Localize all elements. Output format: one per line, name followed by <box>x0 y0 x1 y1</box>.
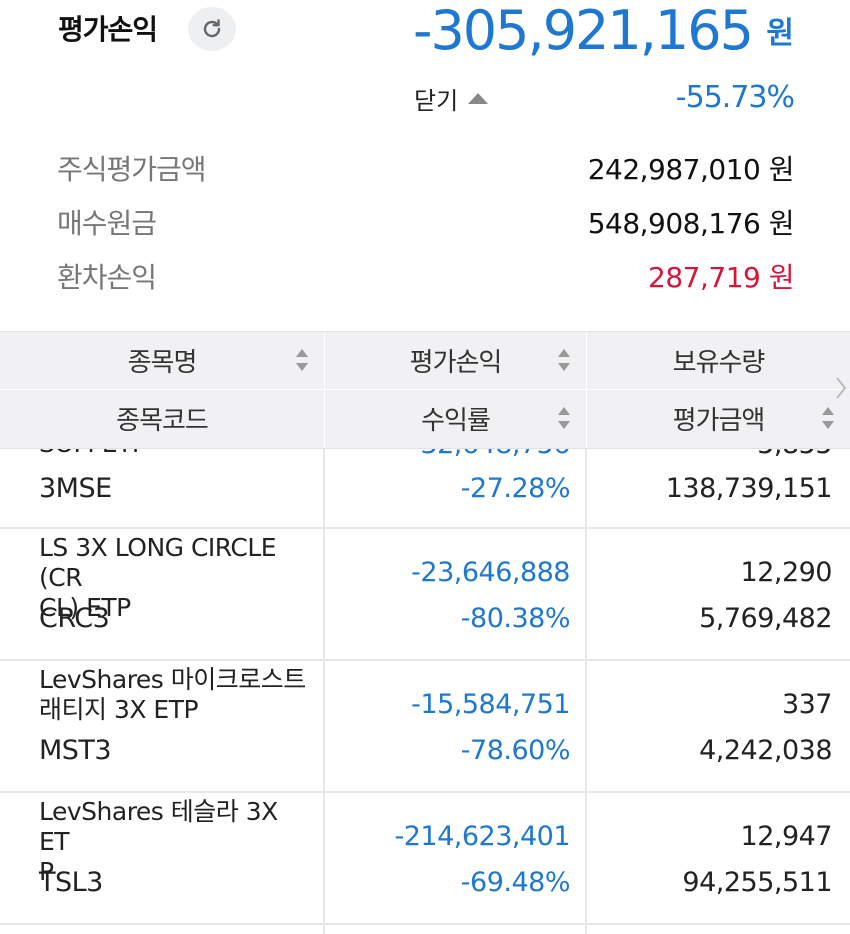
sort-header-name[interactable]: 종목명 <box>0 332 324 388</box>
fx-pl-label: 환차손익 <box>57 261 157 294</box>
stock-eval-value: 242,987,010 원 <box>587 153 795 186</box>
sort-icon <box>558 349 570 371</box>
refresh-button[interactable] <box>188 7 236 51</box>
total-pl-unit: 원 <box>766 16 794 51</box>
header-code: 종목코드 <box>0 390 324 446</box>
fx-pl-value: 287,719 원 <box>648 261 794 294</box>
stock-code: MST3 <box>39 735 112 766</box>
stock-code: 3MSE <box>39 473 112 504</box>
table-row[interactable]: SOFI ETP -32,648,756 5,855 3MSE -27.28% … <box>0 449 850 529</box>
stock-name: SOFI ETP <box>39 449 309 459</box>
table-row[interactable]: LevShares 테슬라 3X ET P -214,623,401 12,94… <box>0 793 850 925</box>
stock-eval-label: 주식평가금액 <box>57 153 207 186</box>
holdings-list[interactable]: SOFI ETP -32,648,756 5,855 3MSE -27.28% … <box>0 449 850 934</box>
header-label: 평가금액 <box>672 405 766 436</box>
sort-icon <box>822 407 834 429</box>
table-row[interactable]: LS 3X LONG CIRCLE (CR CL) ETP -23,646,88… <box>0 529 850 661</box>
stock-rate: -78.60% <box>460 735 571 766</box>
stock-quantity: 337 <box>781 689 833 720</box>
stock-amount: 94,255,511 <box>682 867 832 898</box>
table-row[interactable]: LevShares 마이크로스트 래티지 3X ETP -15,584,751 … <box>0 661 850 793</box>
header-quantity: 보유수량 <box>587 332 850 388</box>
stock-name-line: CL) ETP <box>39 593 131 622</box>
collapse-toggle[interactable]: 닫기 <box>414 82 490 115</box>
stock-name: LevShares 테슬라 3X ET P <box>39 797 309 887</box>
caret-up-icon <box>468 93 489 104</box>
stock-rate: -69.48% <box>460 867 571 898</box>
stock-name: LS 3X LONG CIRCLE (CR CL) ETP <box>39 533 309 623</box>
stock-name-line: LevShares 마이크로스트 <box>39 665 306 694</box>
sort-header-pl[interactable]: 평가손익 <box>325 332 586 388</box>
column-divider <box>585 449 587 934</box>
stock-amount: 138,739,151 <box>665 473 833 504</box>
stock-pl: -15,584,751 <box>411 689 570 720</box>
stock-pl: -32,648,756 <box>411 449 570 461</box>
stock-code: TSL3 <box>39 867 103 898</box>
purchase-principal-label: 매수원금 <box>57 207 157 240</box>
stock-quantity: 12,947 <box>740 821 833 852</box>
stock-pl: -23,646,888 <box>411 557 570 588</box>
stock-code: CRC3 <box>39 603 110 634</box>
header-label: 보유수량 <box>672 347 766 378</box>
collapse-label: 닫기 <box>414 86 459 115</box>
stock-name-line: P <box>39 857 54 886</box>
refresh-icon <box>203 19 221 38</box>
stock-amount: 5,769,482 <box>699 603 832 634</box>
stock-quantity: 5,855 <box>757 449 832 461</box>
stock-name-line: 래티지 3X ETP <box>39 695 199 724</box>
stock-rate: -27.28% <box>460 473 571 504</box>
sort-header-amount[interactable]: 평가금액 <box>587 390 850 446</box>
stock-name: LevShares 마이크로스트 래티지 3X ETP <box>39 665 309 725</box>
sort-header-rate[interactable]: 수익률 <box>325 390 586 446</box>
stock-amount: 4,242,038 <box>699 735 832 766</box>
column-divider <box>323 449 325 934</box>
total-pl-value: -305,921,165 <box>412 0 754 62</box>
total-pl-rate: -55.73% <box>675 80 795 115</box>
header-label: 평가손익 <box>409 347 503 378</box>
header-divider <box>0 389 850 390</box>
page-title: 평가손익 <box>58 13 158 46</box>
table-header: 종목명 평가손익 보유수량 종목코드 수익률 평가금액 <box>0 331 850 449</box>
purchase-principal-value: 548,908,176 원 <box>587 207 795 240</box>
header-label: 종목코드 <box>116 405 209 436</box>
stock-pl: -214,623,401 <box>394 821 570 852</box>
stock-name-line: LevShares 테슬라 3X ET <box>39 797 278 856</box>
header-column-divider <box>324 332 325 448</box>
stock-rate: -80.38% <box>460 603 571 634</box>
stock-name-line: LS 3X LONG CIRCLE (CR <box>39 533 277 592</box>
sort-icon <box>558 407 570 429</box>
header-label: 종목명 <box>127 347 198 378</box>
chevron-right-icon[interactable] <box>834 374 848 402</box>
header-column-divider <box>586 332 587 448</box>
sort-icon <box>296 349 308 371</box>
header-label: 수익률 <box>421 405 491 436</box>
stock-quantity: 12,290 <box>740 557 833 588</box>
